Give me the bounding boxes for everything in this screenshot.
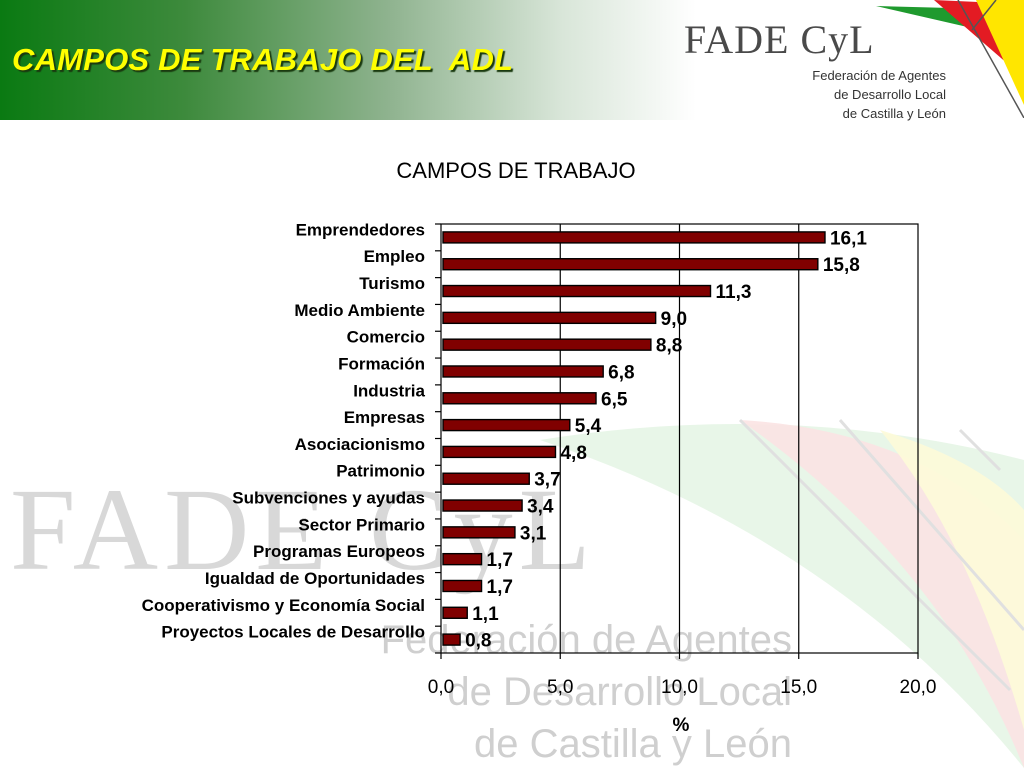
x-tick-label: 10,0 [661,677,698,698]
bar [442,418,571,432]
value-label: 3,7 [534,470,560,491]
value-label: 16,1 [830,228,867,249]
bar [442,311,657,325]
category-label: Cooperativismo y Economía Social [142,596,425,615]
plot-area-frame [440,223,919,654]
logo-rays-icon [876,0,1024,118]
bar [442,445,557,459]
bar [442,231,826,244]
watermark-line-3: de Castilla y León [474,722,792,766]
value-label: 8,8 [656,336,682,357]
bar [442,392,597,405]
value-label: 3,4 [527,497,554,518]
watermark-line-2: de Desarrollo Local [447,670,792,714]
category-label: Asociacionismo [295,435,425,454]
category-label: Proyectos Locales de Desarrollo [161,623,425,642]
bar [442,338,652,351]
chart-title: CAMPOS DE TRABAJO [396,158,636,183]
category-label: Medio Ambiente [294,301,425,320]
bar [442,633,461,646]
bar [442,499,523,512]
category-label: Empleo [364,247,425,266]
category-label: Igualdad de Oportunidades [205,569,425,588]
bar [442,606,468,619]
category-label: Sector Primario [298,515,425,534]
category-label: Formación [338,354,425,373]
x-tick-label: 15,0 [780,677,817,698]
x-axis-label: % [673,715,690,736]
bar-layer [442,231,826,646]
category-label: Industria [353,381,425,400]
bar [442,472,530,485]
bar [442,579,483,593]
value-label: 9,0 [661,309,687,330]
category-label: Comercio [347,328,425,347]
logo-subtitle-line-3: de Castilla y León [842,106,946,121]
value-label: 4,8 [560,443,586,464]
watermark-rays [540,418,1024,768]
bar [442,365,604,378]
value-label: 3,1 [520,523,547,544]
category-label: Programas Europeos [253,542,425,561]
page-title: CAMPOS DE TRABAJO DEL ADL [12,42,514,77]
category-label: Patrimonio [336,462,425,481]
value-label: 6,5 [601,389,628,410]
value-label: 1,7 [487,550,513,571]
header-banner [0,0,1024,120]
logo-wordmark: FADE CyL [684,17,875,62]
label-layer: 0,0 5,0 10,0 15,0 20,0 Emprendedores 16,1 Emple… [142,220,937,736]
category-label: Subvenciones y ayudas [232,489,425,508]
value-label: 15,8 [823,255,860,276]
value-label: 11,3 [716,282,752,303]
x-tick-label: 0,0 [428,677,454,698]
value-label: 0,8 [465,631,491,652]
category-label: Empresas [344,408,425,427]
bar [442,526,516,539]
value-label: 6,8 [608,362,634,383]
bar [442,284,712,298]
value-label: 1,1 [472,604,499,625]
value-label: 5,4 [575,416,602,437]
x-tick-label: 5,0 [547,677,573,698]
logo-subtitle-line-2: de Desarrollo Local [833,87,946,102]
category-label: Turismo [359,274,425,293]
x-tick-label: 20,0 [900,677,937,698]
value-label: 1,7 [487,577,513,598]
category-label: Emprendedores [296,220,425,239]
bar [442,552,483,566]
logo-subtitle-line-1: Federación de Agentes [812,68,946,83]
bar [442,258,819,271]
